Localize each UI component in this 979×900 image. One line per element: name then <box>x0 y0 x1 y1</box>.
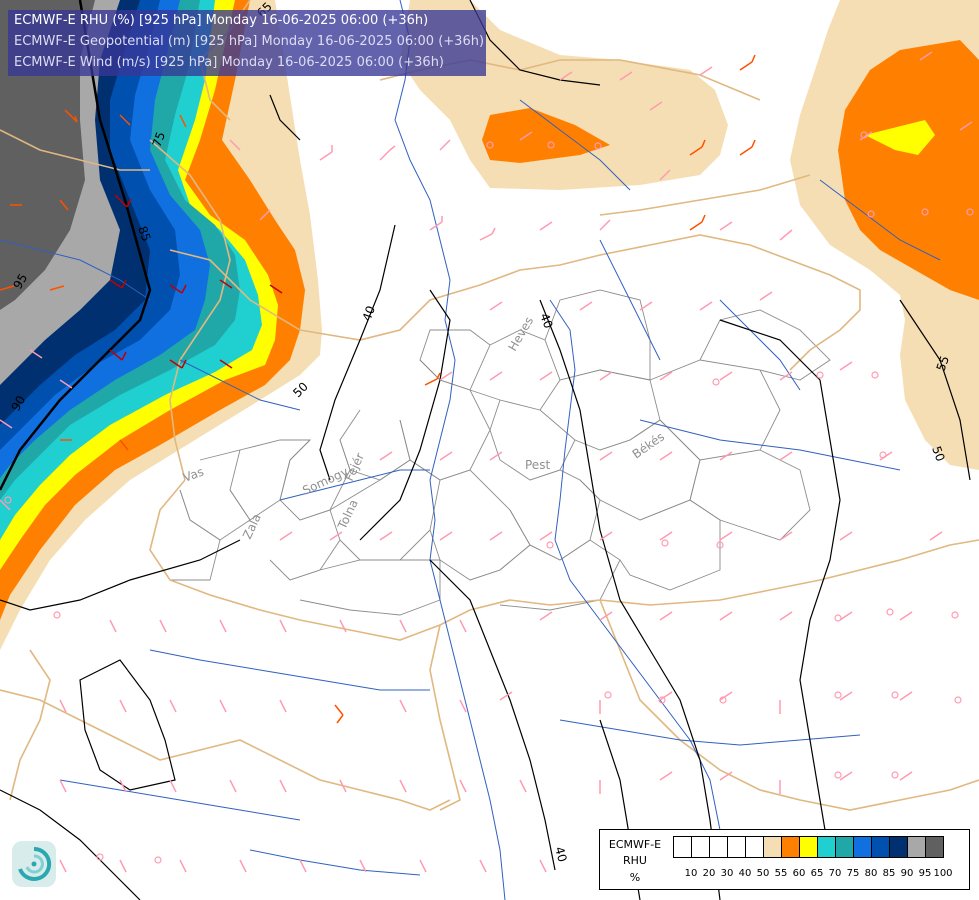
legend-swatch <box>692 837 710 857</box>
contour-label-50-east: 50 <box>929 444 947 463</box>
legend-swatch <box>800 837 818 857</box>
isoline-40-east <box>539 299 721 900</box>
legend-tick: 80 <box>864 868 878 879</box>
contour-label-90: 90 <box>8 393 28 413</box>
region-label-vas: Vas <box>181 465 205 485</box>
isoline-50-west <box>0 539 241 611</box>
legend-tick: 65 <box>810 868 824 879</box>
isoline-40-south <box>429 559 556 871</box>
legend-tick: 85 <box>882 868 896 879</box>
legend-color-scale <box>673 836 944 858</box>
contour-label-75: 75 <box>150 130 168 149</box>
legend-swatch <box>818 837 836 857</box>
legend-swatch <box>710 837 728 857</box>
ecmwf-logo <box>12 841 56 887</box>
region-label-zala: Zala <box>240 512 264 542</box>
contour-label-40-south: 40 <box>552 845 569 863</box>
legend-swatch <box>782 837 800 857</box>
legend-tick: 70 <box>828 868 842 879</box>
region-label-fejer: Fejér <box>342 451 367 484</box>
rhu-left-bands <box>0 0 322 650</box>
isoline-far-east <box>899 299 971 481</box>
legend-tick: 10 <box>684 868 698 879</box>
isoline-40-central <box>319 224 396 481</box>
legend-tick: 50 <box>756 868 770 879</box>
contour-label-40-east: 40 <box>537 311 555 330</box>
legend-swatch <box>926 837 943 857</box>
legend-tick: 20 <box>702 868 716 879</box>
legend-tick: 30 <box>720 868 734 879</box>
isoline-left-85 <box>0 0 152 491</box>
title-wind: ECMWF-E Wind (m/s) [925 hPa] Monday 16-0… <box>14 55 445 70</box>
contour-label-40-central: 40 <box>360 304 378 323</box>
rhu-60-band-north <box>482 108 610 163</box>
legend-tick: 90 <box>900 868 914 879</box>
legend-swatch <box>746 837 764 857</box>
legend-swatch <box>764 837 782 857</box>
rhu-100-band-left <box>0 0 95 310</box>
isoline-bottom-left <box>0 789 141 900</box>
rhu-legend: ECMWF-E RHU % 10 20 30 40 50 55 60 65 70 75 80 85 90… <box>599 829 970 890</box>
rhu-65-band-east <box>865 120 935 155</box>
region-label-pest: Pest <box>525 458 550 472</box>
region-label-somogy: Somogy <box>300 464 350 497</box>
legend-swatch <box>908 837 926 857</box>
contour-label-95: 95 <box>10 271 30 291</box>
rhu-60-band-east <box>838 40 979 300</box>
title-rhu: ECMWF-E RHU (%) [925 hPa] Monday 16-06-2… <box>14 13 429 28</box>
swirl-icon <box>18 846 52 881</box>
contour-label-50-west: 50 <box>290 379 311 400</box>
legend-swatch <box>728 837 746 857</box>
legend-tick: 95 <box>918 868 932 879</box>
map-title-panel: ECMWF-E RHU (%) [925 hPa] Monday 16-06-2… <box>8 10 486 76</box>
legend-title-variable: RHU <box>623 854 647 867</box>
legend-tick: 60 <box>792 868 806 879</box>
isoline-east-ring <box>719 319 841 861</box>
legend-tick: 75 <box>846 868 860 879</box>
legend-swatch <box>872 837 890 857</box>
legend-tick: 55 <box>774 868 788 879</box>
region-label-heves: Heves <box>505 314 536 353</box>
legend-swatch <box>890 837 908 857</box>
legend-swatch <box>836 837 854 857</box>
contour-labels: 95 90 85 75 65 55 50 50 40 40 40 <box>8 0 952 864</box>
contour-label-85: 85 <box>135 224 153 243</box>
contour-label-55: 55 <box>934 354 952 373</box>
rivers <box>0 0 941 900</box>
legend-tick: 100 <box>933 868 953 879</box>
title-geopotential: ECMWF-E Geopotential (m) [925 hPa] Monda… <box>14 34 485 49</box>
rhu-east-patch <box>790 0 979 470</box>
isoline-sw-loop <box>79 659 176 791</box>
legend-swatch <box>854 837 872 857</box>
legend-swatch <box>674 837 692 857</box>
isoline-center-loop <box>359 289 451 541</box>
region-label-tolna: Tolna <box>335 497 361 532</box>
legend-title-model: ECMWF-E <box>608 838 662 851</box>
isoline-north-2 <box>269 94 301 141</box>
region-label-bekes: Békés <box>630 429 667 461</box>
legend-title-unit: % <box>629 871 641 884</box>
legend-tick: 40 <box>738 868 752 879</box>
